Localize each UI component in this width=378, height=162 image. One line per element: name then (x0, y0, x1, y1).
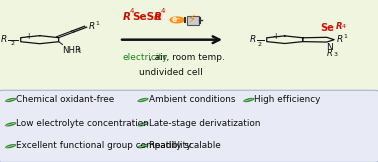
Ellipse shape (5, 144, 16, 148)
Text: R: R (249, 35, 256, 44)
Text: Chemical oxidant-free: Chemical oxidant-free (16, 95, 115, 104)
Text: 4: 4 (341, 24, 345, 29)
Ellipse shape (5, 122, 16, 127)
Ellipse shape (137, 122, 149, 127)
Text: 4: 4 (160, 7, 165, 14)
Text: 2: 2 (11, 41, 15, 46)
Text: 2: 2 (257, 42, 262, 47)
Text: R: R (89, 22, 95, 31)
Text: Readily scalable: Readily scalable (149, 141, 220, 150)
FancyBboxPatch shape (187, 16, 199, 25)
Text: Se: Se (321, 23, 334, 33)
Text: 3: 3 (77, 48, 81, 53)
Text: R: R (154, 12, 162, 22)
FancyBboxPatch shape (0, 0, 378, 92)
Text: Low electrolyte concentration: Low electrolyte concentration (16, 119, 149, 128)
Ellipse shape (137, 98, 149, 102)
Text: R: R (1, 35, 7, 44)
Text: electricity: electricity (123, 52, 168, 62)
Text: R: R (337, 35, 344, 44)
Text: High efficiency: High efficiency (254, 95, 321, 104)
Text: Ambient conditions: Ambient conditions (149, 95, 235, 104)
Circle shape (170, 17, 184, 23)
Text: undivided cell: undivided cell (139, 68, 203, 77)
Text: e⁻: e⁻ (172, 15, 181, 24)
Text: +: + (26, 32, 32, 41)
Ellipse shape (5, 98, 16, 102)
Text: 3: 3 (333, 52, 337, 57)
Text: SeSe: SeSe (133, 12, 162, 22)
FancyBboxPatch shape (0, 90, 378, 162)
Text: 4: 4 (130, 7, 134, 14)
Text: , air, room temp.: , air, room temp. (149, 52, 225, 62)
Text: 1: 1 (343, 34, 347, 39)
Ellipse shape (243, 98, 254, 102)
Text: Late-stage derivatization: Late-stage derivatization (149, 119, 260, 128)
Ellipse shape (137, 144, 149, 148)
Text: ⚡: ⚡ (187, 13, 196, 26)
Text: 1: 1 (95, 21, 99, 26)
Text: R: R (123, 12, 131, 22)
Text: Excellent functional group compatiblity: Excellent functional group compatiblity (16, 141, 192, 150)
Text: +: + (272, 32, 279, 41)
Text: R: R (327, 49, 333, 58)
Text: R: R (336, 22, 342, 31)
Text: N: N (326, 43, 333, 52)
Text: NHR: NHR (62, 46, 81, 55)
